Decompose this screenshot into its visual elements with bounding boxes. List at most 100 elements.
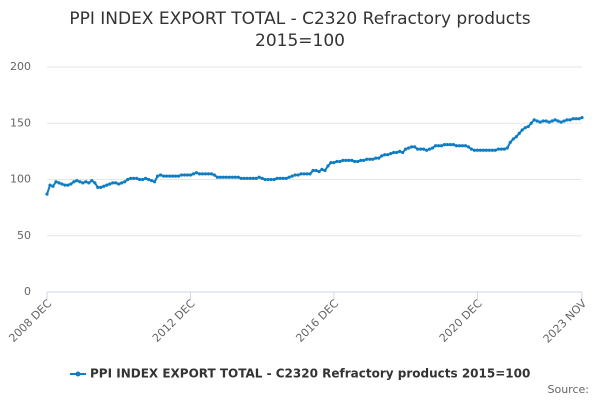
point [227, 175, 231, 179]
point [257, 175, 261, 179]
point [559, 120, 563, 124]
point [383, 153, 387, 157]
point [138, 177, 142, 182]
point [520, 128, 524, 132]
point [329, 161, 333, 165]
point [311, 168, 315, 173]
point [389, 152, 393, 156]
point [487, 148, 491, 152]
point [514, 135, 518, 139]
point [57, 181, 61, 185]
point [481, 148, 485, 152]
point [284, 176, 288, 180]
point [194, 171, 199, 175]
point [63, 183, 67, 187]
point [523, 126, 527, 130]
point [493, 148, 497, 152]
point [245, 176, 249, 180]
point [251, 176, 255, 180]
point [164, 174, 169, 178]
point [532, 118, 536, 122]
point [278, 176, 282, 180]
point [541, 119, 545, 123]
chart-title: PPI INDEX EXPORT TOTAL - C2320 Refractor… [69, 9, 530, 29]
point [84, 180, 88, 184]
point [135, 176, 139, 180]
point [191, 172, 196, 176]
point [120, 181, 124, 185]
point [419, 147, 423, 151]
point [96, 185, 100, 189]
point [368, 157, 372, 161]
point [424, 148, 429, 152]
point [230, 175, 234, 179]
point [308, 172, 312, 176]
point [90, 179, 94, 183]
point [350, 158, 354, 162]
point [182, 173, 187, 177]
point [78, 180, 82, 184]
point [448, 143, 453, 147]
point [317, 170, 321, 174]
point [538, 120, 542, 124]
point [469, 147, 474, 151]
point [550, 119, 554, 123]
point [132, 176, 136, 180]
point [490, 148, 494, 152]
point [466, 145, 471, 149]
point [574, 117, 578, 121]
point [200, 172, 205, 176]
x-tick-label: 2023 NOV [541, 297, 590, 346]
y-tick-label: 100 [10, 173, 31, 186]
point [111, 181, 115, 185]
point [416, 147, 420, 151]
point [323, 168, 327, 173]
point [362, 158, 366, 162]
point [87, 181, 91, 185]
point [218, 175, 222, 179]
point [398, 149, 402, 153]
point [565, 118, 569, 122]
point [66, 183, 70, 187]
point [215, 175, 219, 179]
point [344, 158, 348, 162]
point [335, 159, 339, 164]
point [126, 177, 130, 182]
point [338, 159, 342, 164]
point [502, 147, 506, 151]
point [206, 172, 210, 176]
legend-label: PPI INDEX EXPORT TOTAL - C2320 Refractor… [90, 367, 530, 381]
point [81, 181, 85, 185]
point [179, 173, 184, 177]
point [239, 176, 243, 180]
y-tick-label: 0 [24, 285, 31, 298]
point [69, 182, 73, 186]
point [221, 175, 225, 179]
point [242, 176, 246, 180]
point [404, 147, 408, 151]
point [185, 173, 190, 177]
point [281, 176, 285, 180]
point [511, 137, 515, 141]
x-tick-label: 2016 DEC [293, 297, 341, 345]
point [553, 118, 557, 122]
point [75, 179, 79, 183]
point [535, 119, 539, 123]
point [577, 117, 581, 121]
point [203, 172, 208, 176]
point [526, 125, 530, 129]
point [451, 143, 456, 147]
point [233, 175, 237, 179]
point [386, 153, 390, 157]
point [460, 144, 465, 148]
point [496, 147, 500, 151]
point [51, 184, 55, 188]
point [266, 177, 270, 182]
point [439, 144, 444, 148]
y-tick-label: 200 [10, 60, 31, 73]
point [302, 172, 306, 176]
point [436, 144, 441, 148]
point [347, 158, 351, 162]
